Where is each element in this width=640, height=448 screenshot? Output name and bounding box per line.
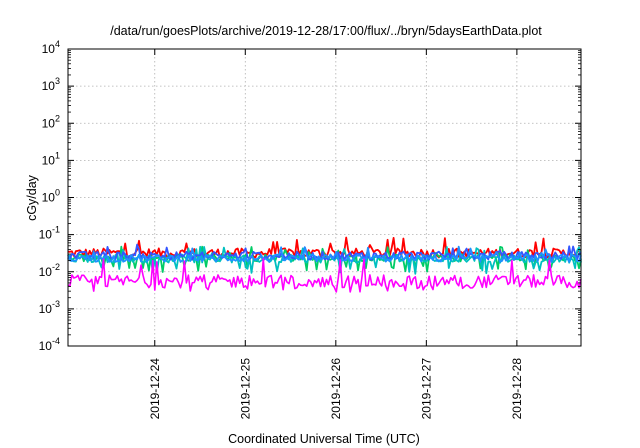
y-tick-label: 103 (42, 76, 60, 93)
y-tick-label: 104 (42, 39, 60, 56)
y-tick-label: 100 (42, 188, 60, 205)
y-tick-label: 10-1 (39, 225, 60, 242)
y-tick-label: 10-3 (39, 299, 60, 316)
x-tick-label: 2019-12-24 (148, 358, 162, 420)
y-tick-label: 10-4 (39, 336, 60, 353)
series-line (67, 258, 582, 293)
series-group (67, 236, 582, 293)
x-tick-label: 2019-12-27 (419, 358, 433, 420)
x-tick-label: 2019-12-26 (329, 358, 343, 420)
y-tick-label: 101 (42, 150, 60, 167)
x-tick-label: 2019-12-28 (510, 358, 524, 420)
y-tick-label: 10-2 (39, 262, 60, 279)
grid (68, 49, 581, 346)
x-axis-label: Coordinated Universal Time (UTC) (228, 432, 420, 446)
y-axis: 10-4 10-3 10-2 10-1 100 101 102 103 104 (39, 39, 581, 353)
y-tick-label: 102 (42, 113, 60, 130)
y-axis-label: cGy/day (25, 174, 39, 221)
series-line (67, 245, 582, 263)
x-axis: 2019-12-24 2019-12-25 2019-12-26 2019-12-27… (148, 49, 524, 419)
chart-title: /data/run/goesPlots/archive/2019-12-28/1… (110, 24, 542, 38)
x-tick-label: 2019-12-25 (238, 358, 252, 420)
